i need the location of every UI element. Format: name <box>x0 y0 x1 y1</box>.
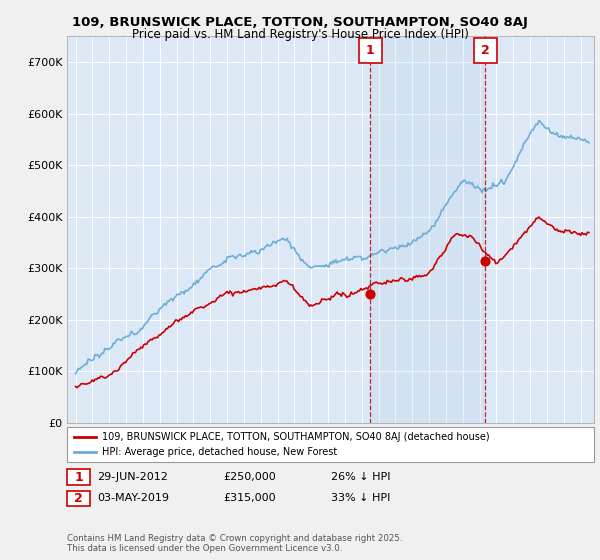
Bar <box>370 36 485 423</box>
Text: Contains HM Land Registry data © Crown copyright and database right 2025.
This d: Contains HM Land Registry data © Crown c… <box>67 534 403 553</box>
Text: 29-JUN-2012: 29-JUN-2012 <box>97 472 168 482</box>
Text: £250,000: £250,000 <box>223 472 276 482</box>
Text: 1: 1 <box>74 470 83 484</box>
Text: 33% ↓ HPI: 33% ↓ HPI <box>331 493 391 503</box>
Text: £315,000: £315,000 <box>223 493 276 503</box>
Text: 03-MAY-2019: 03-MAY-2019 <box>97 493 169 503</box>
Text: 2: 2 <box>74 492 83 505</box>
FancyBboxPatch shape <box>474 38 497 63</box>
Point <box>365 290 375 298</box>
Text: Price paid vs. HM Land Registry's House Price Index (HPI): Price paid vs. HM Land Registry's House … <box>131 28 469 41</box>
Point <box>481 256 490 265</box>
Text: 109, BRUNSWICK PLACE, TOTTON, SOUTHAMPTON, SO40 8AJ: 109, BRUNSWICK PLACE, TOTTON, SOUTHAMPTO… <box>72 16 528 29</box>
Text: HPI: Average price, detached house, New Forest: HPI: Average price, detached house, New … <box>102 447 337 458</box>
Text: 2: 2 <box>481 44 490 57</box>
FancyBboxPatch shape <box>359 38 382 63</box>
Text: 26% ↓ HPI: 26% ↓ HPI <box>331 472 391 482</box>
Text: 1: 1 <box>366 44 374 57</box>
Text: 109, BRUNSWICK PLACE, TOTTON, SOUTHAMPTON, SO40 8AJ (detached house): 109, BRUNSWICK PLACE, TOTTON, SOUTHAMPTO… <box>102 432 490 442</box>
